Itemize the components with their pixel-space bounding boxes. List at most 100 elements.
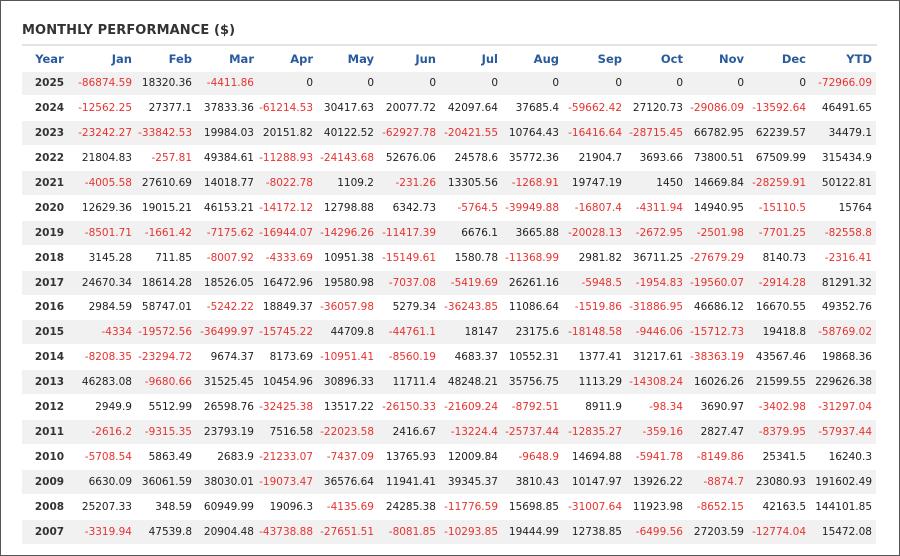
month-value-cell: 36576.64 — [317, 468, 378, 495]
year-cell: 2014 — [22, 344, 77, 370]
month-value-cell: 14018.77 — [196, 170, 258, 196]
month-value-cell: -28259.91 — [748, 170, 810, 196]
month-value-cell: -13224.4 — [440, 418, 502, 445]
month-value-cell: 13305.56 — [440, 170, 502, 196]
month-value-cell: -5242.22 — [196, 294, 258, 320]
month-value-cell: 1377.41 — [563, 344, 626, 370]
month-value-cell: -44761.1 — [378, 319, 440, 345]
month-value-cell: 31217.61 — [626, 344, 687, 370]
table-row: 2023 -23242.27 -33842.53 19984.03 20151.82 40… — [22, 120, 876, 146]
month-value-cell: -11417.39 — [378, 219, 440, 246]
month-value-cell: -5764.5 — [440, 194, 502, 221]
year-cell: 2019 — [22, 219, 77, 246]
month-value-cell: -359.16 — [626, 418, 687, 445]
month-value-cell: -8081.85 — [378, 518, 440, 544]
table-row: 2010 -5708.54 5863.49 2683.9 -21233.07 -7437.… — [22, 443, 876, 470]
month-value-cell: 44709.8 — [317, 319, 378, 345]
month-value-cell: -7701.25 — [748, 219, 810, 246]
month-value-cell: -21233.07 — [258, 443, 317, 470]
month-value-cell: 47539.8 — [136, 518, 196, 544]
month-value-cell: -59662.42 — [563, 95, 626, 121]
column-header-year: Year — [35, 51, 64, 66]
month-value-cell: -5941.78 — [626, 443, 687, 470]
ytd-cell: 19868.36 — [810, 344, 876, 370]
table-row: 2021 -4005.58 27610.69 14018.77 -8022.78 1109… — [22, 170, 876, 196]
month-value-cell: 2416.67 — [378, 418, 440, 445]
month-value-cell: 11923.98 — [626, 493, 687, 520]
month-value-cell: -5948.5 — [563, 269, 626, 296]
month-value-cell: 11086.64 — [502, 294, 563, 320]
ytd-cell: -72966.09 — [810, 70, 876, 96]
month-value-cell: -8208.35 — [77, 344, 136, 370]
month-value-cell: 13765.93 — [378, 443, 440, 470]
column-header-ytd: YTD — [846, 51, 872, 66]
month-value-cell: 20904.48 — [196, 518, 258, 544]
column-header-nov: Nov — [718, 51, 744, 66]
column-header-apr: Apr — [290, 51, 313, 66]
month-value-cell: -31886.95 — [626, 294, 687, 320]
month-value-cell: 18526.05 — [196, 269, 258, 296]
year-cell: 2022 — [22, 145, 77, 171]
month-value-cell: 67509.99 — [748, 145, 810, 171]
month-value-cell: 0 — [317, 70, 378, 96]
month-value-cell: -4311.94 — [626, 194, 687, 221]
month-value-cell: 48248.21 — [440, 369, 502, 395]
month-value-cell: 2981.82 — [563, 244, 626, 271]
month-value-cell: 0 — [502, 70, 563, 96]
month-value-cell: -4334 — [77, 319, 136, 345]
month-value-cell: -12835.27 — [563, 418, 626, 445]
month-value-cell: 12738.85 — [563, 518, 626, 544]
month-value-cell: -11776.59 — [440, 493, 502, 520]
month-value-cell: 31525.45 — [196, 369, 258, 395]
month-value-cell: -14308.24 — [626, 369, 687, 395]
month-value-cell: 10552.31 — [502, 344, 563, 370]
month-value-cell: -38363.19 — [687, 344, 748, 370]
month-value-cell: 21904.7 — [563, 145, 626, 171]
year-cell: 2010 — [22, 443, 77, 470]
month-value-cell: 0 — [440, 70, 502, 96]
month-value-cell: 2827.47 — [687, 418, 748, 445]
month-value-cell: 26598.76 — [196, 394, 258, 420]
month-value-cell: 19984.03 — [196, 120, 258, 146]
month-value-cell: -8560.19 — [378, 344, 440, 370]
year-cell: 2007 — [22, 518, 77, 544]
month-value-cell: -12562.25 — [77, 95, 136, 121]
table-row: 2009 6630.09 36061.59 38030.01 -19073.47 3657… — [22, 468, 876, 495]
ytd-cell: -31297.04 — [810, 394, 876, 420]
year-cell: 2011 — [22, 418, 77, 445]
table-body: 2025 -86874.59 18320.36 -4411.86 0 0 0 0 0 0 0 0 0 -7… — [22, 70, 876, 544]
month-value-cell: -8874.7 — [687, 468, 748, 495]
column-header-aug: Aug — [533, 51, 559, 66]
month-value-cell: -33842.53 — [136, 120, 196, 146]
month-value-cell: 1450 — [626, 170, 687, 196]
ytd-cell: -82558.8 — [810, 219, 876, 246]
panel-title: MONTHLY PERFORMANCE ($) — [22, 23, 236, 38]
month-value-cell: 19444.99 — [502, 518, 563, 544]
month-value-cell: 18849.37 — [258, 294, 317, 320]
month-value-cell: -15110.5 — [748, 194, 810, 221]
month-value-cell: 18320.36 — [136, 70, 196, 96]
month-value-cell: 35756.75 — [502, 369, 563, 395]
month-value-cell: 46686.12 — [687, 294, 748, 320]
month-value-cell: 13926.22 — [626, 468, 687, 495]
year-cell: 2009 — [22, 468, 77, 495]
month-value-cell: -16416.64 — [563, 120, 626, 146]
month-value-cell: -7037.08 — [378, 269, 440, 296]
month-value-cell: 27610.69 — [136, 170, 196, 196]
month-value-cell: -32425.38 — [258, 394, 317, 420]
month-value-cell: -4333.69 — [258, 244, 317, 271]
month-value-cell: 27203.59 — [687, 518, 748, 544]
month-value-cell: 16670.55 — [748, 294, 810, 320]
month-value-cell: 4683.37 — [440, 344, 502, 370]
month-value-cell: 3693.66 — [626, 145, 687, 171]
month-value-cell: 49384.61 — [196, 145, 258, 171]
month-value-cell: 8911.9 — [563, 394, 626, 420]
month-value-cell: -23294.72 — [136, 344, 196, 370]
ytd-cell: 50122.81 — [810, 170, 876, 196]
table-row: 2018 3145.28 711.85 -8007.92 -4333.69 10951.3… — [22, 244, 876, 271]
month-value-cell: 3690.97 — [687, 394, 748, 420]
month-value-cell: 27120.73 — [626, 95, 687, 121]
month-value-cell: -36499.97 — [196, 319, 258, 345]
table-row: 2015 -4334 -19572.56 -36499.97 -15745.22 4470… — [22, 319, 876, 345]
table-row: 2024 -12562.25 27377.1 37833.36 -61214.53 304… — [22, 95, 876, 121]
